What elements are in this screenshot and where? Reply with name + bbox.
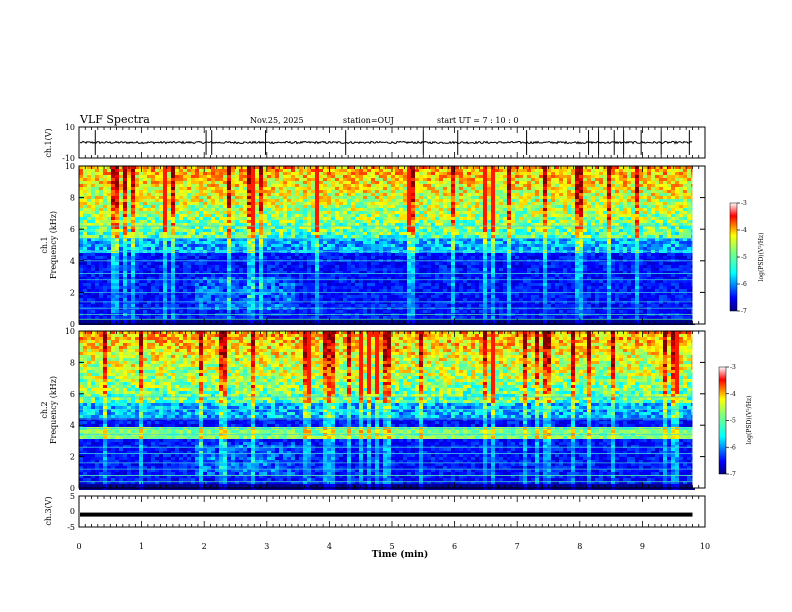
colorbar-tick-label: -6 xyxy=(741,281,747,288)
date-label: Nov.25, 2025 xyxy=(250,116,304,125)
ch3-ytick-top: 5 xyxy=(70,492,75,501)
x-tick-label: 0 xyxy=(76,542,81,551)
ch1-spectrogram-panel: 0 2 4 6 8 10 ch.1 Frequency (kHz) xyxy=(40,162,706,329)
ch2-colorbar: -3 -4 -5 -6 -7 log(PSD)(V²/Hz) xyxy=(718,364,753,478)
freq-tick-label: 0 xyxy=(70,484,75,493)
cb2-label: log(PSD)(V²/Hz) xyxy=(746,396,753,445)
spec2-ylabel-frequency: Frequency (kHz) xyxy=(49,376,58,444)
freq-tick-label: 10 xyxy=(65,327,75,336)
colorbar-tick-label: -5 xyxy=(741,254,747,261)
colorbar-tick-label: -7 xyxy=(730,471,736,478)
spec1-ylabel-frequency: Frequency (kHz) xyxy=(49,211,58,279)
x-axis: 0 1 2 3 4 5 6 7 8 9 10 xyxy=(76,127,710,551)
ch3-waveform-line xyxy=(80,512,693,517)
ch1-spectrogram-image xyxy=(79,166,705,325)
colorbar-tick-label: -3 xyxy=(730,364,736,371)
ch3-waveform-panel: 5 0 -5 ch.3(V) xyxy=(44,492,706,532)
ch1-ytick-bottom: -10 xyxy=(62,154,75,163)
ch1-ytick-top: 10 xyxy=(65,123,75,132)
colorbar-tick-label: -3 xyxy=(741,200,747,207)
ch1-spikes xyxy=(94,130,690,155)
ch3-ylabel: ch.3(V) xyxy=(44,496,53,525)
freq-tick-label: 6 xyxy=(70,225,75,234)
ch2-spectrogram-image xyxy=(79,331,705,490)
freq-tick-label: 10 xyxy=(65,162,75,171)
ch3-ytick-bottom: -5 xyxy=(67,523,75,532)
freq-tick-label: 6 xyxy=(70,390,75,399)
freq-tick-label: 4 xyxy=(70,257,75,266)
spec2-ylabel-channel: ch.2 xyxy=(40,401,49,418)
x-tick-label: 8 xyxy=(577,542,582,551)
x-tick-label: 2 xyxy=(202,542,207,551)
colorbar-tick-label: -5 xyxy=(730,418,736,425)
colorbar-tick-label: -4 xyxy=(741,227,747,234)
cb1-label: log(PSD)(V²/Hz) xyxy=(758,233,765,282)
spec1-ylabel-channel: ch.1 xyxy=(40,236,49,253)
freq-tick-label: 4 xyxy=(70,421,75,430)
ch2-spectrogram-panel: 0 2 4 6 8 10 ch.2 Frequency (kHz) xyxy=(40,327,706,493)
x-tick-label: 1 xyxy=(139,542,144,551)
start-time-label: start UT = 7 : 10 : 0 xyxy=(437,116,518,125)
ch1-waveform-panel: 10 -10 ch.1(V) xyxy=(44,123,706,163)
x-tick-label: 9 xyxy=(640,542,645,551)
x-tick-label: 6 xyxy=(452,542,457,551)
x-tick-label: 3 xyxy=(264,542,269,551)
colorbar-tick-label: -6 xyxy=(730,444,736,451)
colorbar-tick-label: -7 xyxy=(741,308,747,315)
x-axis-label: Time (min) xyxy=(372,549,429,560)
ch3-ytick-mid: 0 xyxy=(70,507,75,516)
freq-tick-label: 0 xyxy=(70,320,75,329)
x-tick-label: 10 xyxy=(700,542,710,551)
x-tick-label: 4 xyxy=(327,542,332,551)
freq-tick-label: 2 xyxy=(70,288,75,297)
x-tick-label: 5 xyxy=(389,542,394,551)
colorbar-tick-label: -4 xyxy=(730,391,736,398)
ch1-ylabel: ch.1(V) xyxy=(44,128,53,157)
freq-tick-label: 8 xyxy=(70,194,75,203)
figure-title: VLF Spectra xyxy=(79,113,150,126)
freq-tick-label: 8 xyxy=(70,358,75,367)
ch1-waveform-line xyxy=(79,140,693,145)
x-tick-label: 7 xyxy=(515,542,520,551)
station-label: station=OUJ xyxy=(343,116,394,125)
freq-tick-label: 2 xyxy=(70,453,75,462)
ch1-colorbar: -3 -4 -5 -6 -7 log(PSD)(V²/Hz) xyxy=(729,200,765,315)
